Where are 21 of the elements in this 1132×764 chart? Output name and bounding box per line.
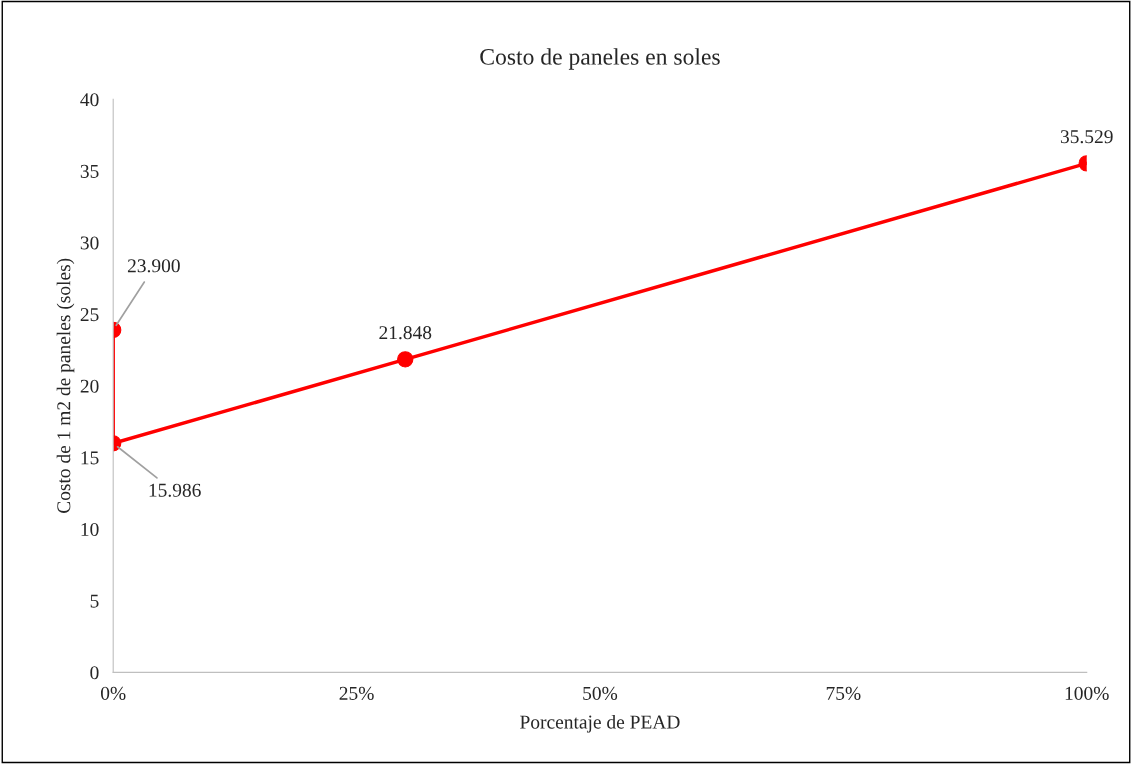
x-tick-label: 50% <box>583 686 618 700</box>
y-tick-label: 5 <box>90 594 99 608</box>
x-tick-label: 75% <box>826 686 861 700</box>
x-tick-label: 100% <box>1065 686 1109 700</box>
y-tick-label: 15 <box>81 451 99 465</box>
y-tick-label: 20 <box>80 379 99 393</box>
y-tick-label: 10 <box>81 522 99 537</box>
chart-title: Costo de paneles en soles <box>480 48 720 70</box>
x-tick-label: 25% <box>339 686 374 700</box>
y-axis-title: Costo de 1 m2 de paneles (soles) <box>56 258 75 514</box>
x-axis-title: Porcentaje de PEAD <box>520 714 680 733</box>
x-tick-label: 0% <box>100 686 126 700</box>
data-label: 35.529 <box>1060 130 1113 144</box>
data-label: 21.848 <box>379 326 432 340</box>
y-tick-label: 0 <box>90 666 99 680</box>
y-tick-label: 30 <box>80 236 99 250</box>
y-tick-label: 35 <box>80 164 99 178</box>
data-label: 23.900 <box>127 259 180 273</box>
data-label: 15.986 <box>149 483 201 497</box>
y-tick-label: 25 <box>80 308 99 322</box>
y-tick-label: 40 <box>80 93 99 107</box>
